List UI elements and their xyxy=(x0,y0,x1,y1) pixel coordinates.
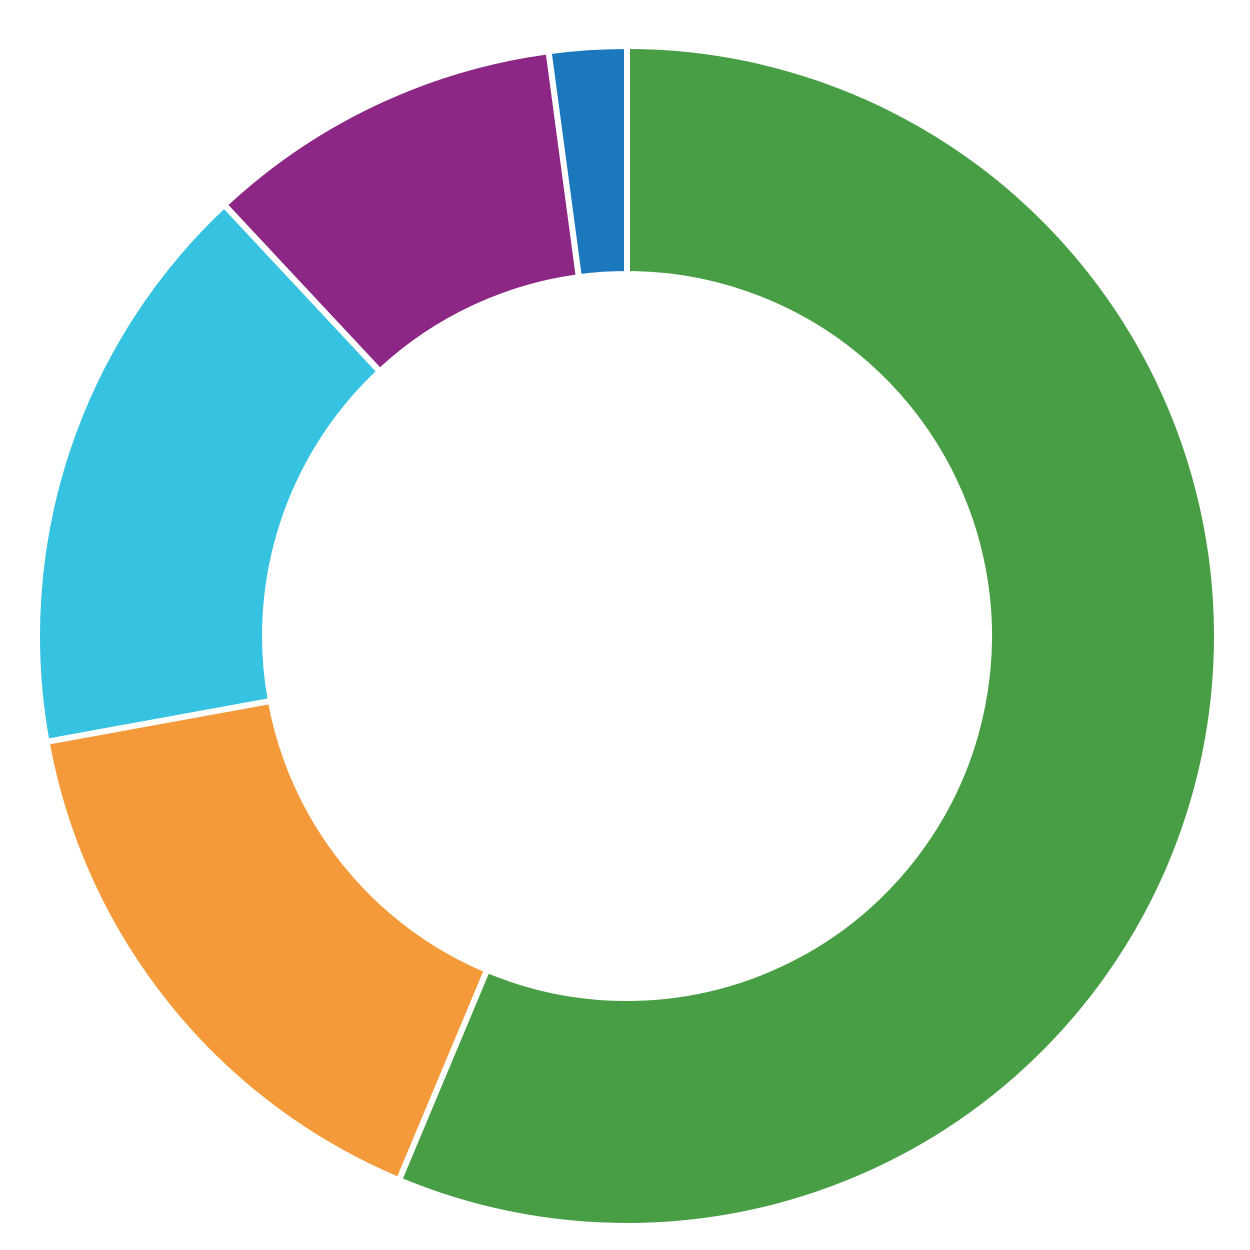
donut-slice-1 xyxy=(395,42,1220,1229)
donut-slice-2 xyxy=(43,697,492,1185)
donut-slice-5 xyxy=(545,42,630,281)
slices-layer xyxy=(34,42,1220,1229)
donut-slice-3 xyxy=(34,200,385,746)
